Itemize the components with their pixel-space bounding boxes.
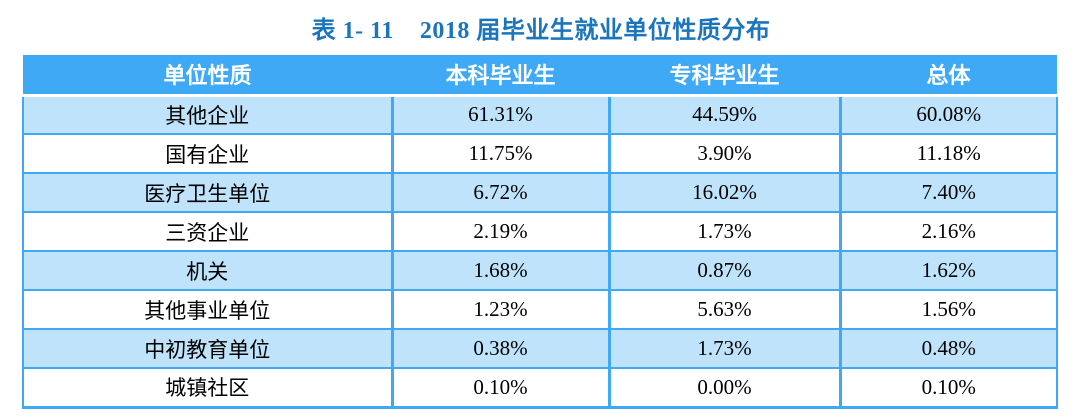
row-value: 1.23%	[390, 289, 611, 330]
row-value: 3.90%	[607, 133, 842, 174]
row-value: 61.31%	[390, 94, 611, 135]
row-value: 0.38%	[390, 328, 611, 369]
row-value: 16.02%	[607, 172, 842, 213]
row-label: 其他企业	[22, 94, 394, 135]
table-row: 国有企业 11.75% 3.90% 11.18%	[22, 133, 1058, 174]
row-label: 机关	[22, 250, 394, 291]
row-value: 60.08%	[838, 94, 1058, 135]
row-value: 0.10%	[390, 367, 611, 409]
row-value: 0.48%	[838, 328, 1058, 369]
table-row: 医疗卫生单位 6.72% 16.02% 7.40%	[22, 172, 1058, 213]
row-value: 1.73%	[607, 211, 842, 252]
row-label: 其他事业单位	[22, 289, 394, 330]
table-row: 其他事业单位 1.23% 5.63% 1.56%	[22, 289, 1058, 330]
row-label: 三资企业	[22, 211, 394, 252]
row-value: 0.00%	[607, 367, 842, 409]
row-value: 1.62%	[838, 250, 1058, 291]
table-header-row: 单位性质 本科毕业生 专科毕业生 总体	[23, 55, 1057, 97]
row-value: 1.68%	[390, 250, 611, 291]
row-label: 城镇社区	[22, 367, 394, 409]
row-value: 11.75%	[390, 133, 611, 174]
row-value: 5.63%	[607, 289, 842, 330]
row-value: 1.73%	[607, 328, 842, 369]
row-value: 0.87%	[607, 250, 842, 291]
column-header-3: 专科毕业生	[609, 55, 840, 97]
row-value: 1.56%	[838, 289, 1058, 330]
employment-unit-table: 单位性质 本科毕业生 专科毕业生 总体 其他企业 61.31% 44.59% 60.08% 国…	[22, 55, 1058, 409]
row-label: 医疗卫生单位	[22, 172, 394, 213]
row-label: 中初教育单位	[22, 328, 394, 369]
row-value: 2.16%	[838, 211, 1058, 252]
table-row: 城镇社区 0.10% 0.00% 0.10%	[22, 367, 1058, 409]
row-value: 11.18%	[838, 133, 1058, 174]
table-row: 机关 1.68% 0.87% 1.62%	[22, 250, 1058, 291]
table-row: 其他企业 61.31% 44.59% 60.08%	[22, 94, 1058, 135]
table-body: 其他企业 61.31% 44.59% 60.08% 国有企业 11.75% 3.90% 11.…	[22, 94, 1058, 409]
row-value: 7.40%	[838, 172, 1058, 213]
table-row: 中初教育单位 0.38% 1.73% 0.48%	[22, 328, 1058, 369]
row-value: 6.72%	[390, 172, 611, 213]
column-header-1: 单位性质	[23, 55, 392, 97]
column-header-4: 总体	[840, 55, 1057, 97]
row-value: 0.10%	[838, 367, 1058, 409]
table-header: 单位性质 本科毕业生 专科毕业生 总体	[23, 55, 1057, 97]
table-row: 三资企业 2.19% 1.73% 2.16%	[22, 211, 1058, 252]
row-label: 国有企业	[22, 133, 394, 174]
row-value: 2.19%	[390, 211, 611, 252]
row-value: 44.59%	[607, 94, 842, 135]
column-header-2: 本科毕业生	[392, 55, 609, 97]
table-title: 表 1- 11 2018 届毕业生就业单位性质分布	[311, 18, 771, 44]
